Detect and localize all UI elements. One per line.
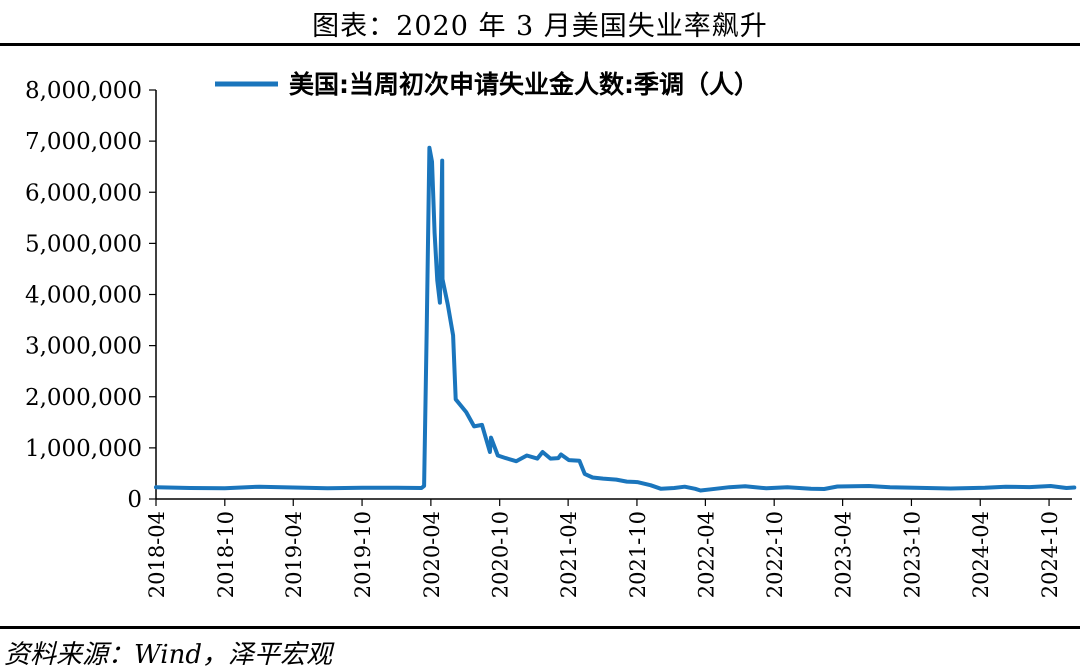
y-tick-label: 5,000,000 [25,231,142,257]
plot-area [154,145,1077,493]
legend-label: 美国:当周初次申请失业金人数:季调（人） [289,70,759,99]
x-tick-label: 2018-10 [214,511,238,598]
x-tick-label: 2021-04 [557,511,581,598]
bottom-divider [0,626,1080,629]
x-tick-label: 2018-04 [145,511,169,598]
x-tick-label: 2020-10 [489,511,513,598]
y-tick-label: 2,000,000 [25,385,142,411]
x-tick-label: 2023-04 [832,511,856,598]
y-tick-label: 8,000,000 [25,78,142,104]
source-note: 资料来源：Wind，泽平宏观 [4,640,332,670]
series-line [154,145,1077,493]
x-tick-label: 2019-04 [282,511,306,598]
chart-title: 图表：2020 年 3 月美国失业率飙升 [312,11,768,42]
x-tick-label: 2024-10 [1038,511,1062,598]
legend: 美国:当周初次申请失业金人数:季调（人） [215,70,759,99]
x-tick-label: 2020-04 [420,511,444,598]
axes-group: 0 1,000,000 2,000,000 3,000,000 4,000,000 5,0… [25,78,1072,598]
y-tick-label: 7,000,000 [25,129,142,155]
line-chart: 0 1,000,000 2,000,000 3,000,000 4,000,000 5,0… [25,70,1077,598]
y-tick-label: 6,000,000 [25,180,142,206]
x-tick-label: 2023-10 [900,511,924,598]
x-tick-label: 2024-04 [969,511,993,598]
x-tick-label: 2022-04 [694,511,718,598]
top-divider [0,43,1080,46]
x-tick-label: 2021-10 [626,511,650,598]
y-tick-label: 1,000,000 [25,436,142,462]
x-tick-label: 2022-10 [763,511,787,598]
y-tick-label: 4,000,000 [25,283,142,309]
x-tick-label: 2019-10 [351,511,375,598]
y-tick-label: 3,000,000 [25,334,142,360]
y-tick-label: 0 [127,487,142,513]
